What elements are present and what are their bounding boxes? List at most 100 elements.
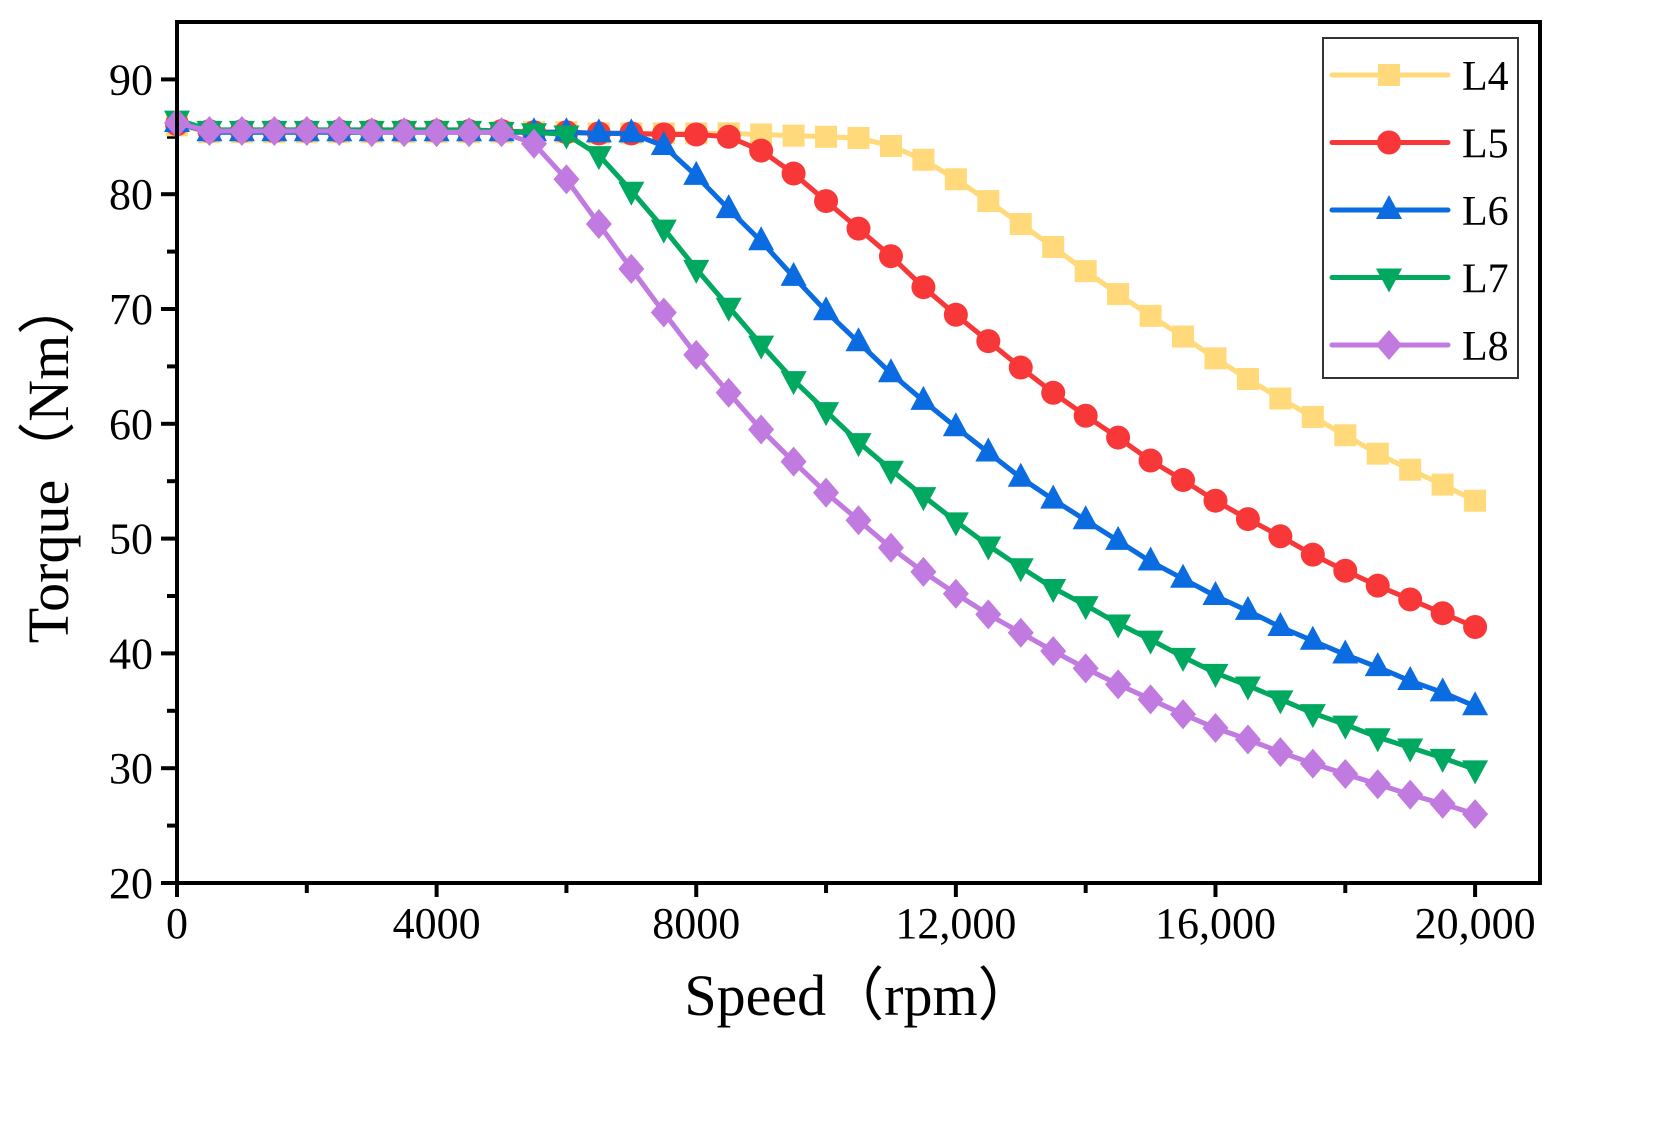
x-axis-title: Speed（rpm） [684, 963, 1035, 1028]
legend-item-L8: L8 [1329, 324, 1509, 370]
diamond-marker [1105, 669, 1132, 700]
triangle-up-marker [715, 194, 742, 219]
triangle-up-marker [748, 226, 775, 251]
circle-marker [943, 302, 968, 327]
triangle-up-marker [1170, 563, 1197, 588]
circle-marker [1073, 403, 1098, 428]
legend-item-L4: L4 [1329, 54, 1509, 100]
circle-marker [846, 216, 871, 241]
y-tick-label: 60 [109, 400, 153, 449]
diamond-marker [488, 117, 515, 148]
triangle-up-marker [1234, 595, 1261, 620]
triangle-up-marker [975, 437, 1002, 462]
triangle-up-marker [650, 130, 677, 155]
triangle-down-marker [1105, 614, 1132, 639]
y-axis-title: Torque（Nm） [16, 277, 81, 643]
triangle-up-marker [1332, 639, 1359, 664]
legend-label: L7 [1462, 257, 1509, 303]
circle-marker [1463, 614, 1488, 639]
square-marker [1139, 304, 1162, 327]
square-marker [1236, 368, 1259, 391]
triangle-up-marker [585, 118, 612, 143]
diamond-marker [391, 117, 418, 148]
diamond-marker [1007, 617, 1034, 648]
diamond-marker [1202, 713, 1229, 744]
triangle-up-marker [845, 327, 872, 352]
triangle-up-marker [813, 296, 840, 321]
x-tick-label: 12,000 [895, 899, 1016, 948]
triangle-down-marker [1364, 728, 1391, 753]
diamond-marker [326, 116, 353, 147]
diamond-marker [261, 116, 288, 147]
triangle-up-marker [1267, 611, 1294, 636]
diamond-marker [942, 578, 969, 609]
triangle-down-marker [1332, 715, 1359, 740]
diamond-marker [845, 505, 872, 536]
series-L8 [164, 108, 1489, 830]
diamond-marker [780, 446, 807, 477]
square-marker [1042, 236, 1065, 259]
triangle-down-marker [650, 219, 677, 244]
triangle-down-marker [1202, 663, 1229, 688]
diamond-marker [910, 556, 937, 587]
circle-marker [1106, 425, 1131, 450]
x-tick-label: 20,000 [1415, 899, 1536, 948]
square-marker [815, 125, 838, 148]
diamond-marker [877, 532, 904, 563]
diamond-marker [293, 116, 320, 147]
y-tick-label: 50 [109, 515, 153, 564]
triangle-up-marker [1040, 484, 1067, 509]
square-marker [1172, 325, 1195, 348]
diamond-marker [683, 339, 710, 370]
circle-marker [1365, 573, 1390, 598]
triangle-down-marker [1376, 268, 1402, 293]
diamond-marker [1364, 769, 1391, 800]
square-marker [977, 190, 1000, 213]
legend-item-L5: L5 [1329, 122, 1509, 168]
x-tick-label: 8000 [652, 899, 740, 948]
circle-marker [1398, 587, 1423, 612]
diamond-marker [715, 377, 742, 408]
triangle-up-marker [1137, 546, 1164, 571]
circle-marker [1138, 448, 1163, 473]
legend-label: L4 [1462, 54, 1509, 100]
circle-marker [749, 138, 774, 163]
triangle-down-marker [813, 402, 840, 427]
triangle-up-marker [1429, 677, 1456, 702]
diamond-marker [1170, 699, 1197, 730]
circle-marker [1171, 468, 1196, 493]
triangle-up-marker [1299, 625, 1326, 650]
triangle-up-marker [1376, 195, 1402, 219]
triangle-down-marker [1072, 596, 1099, 621]
triangle-down-marker [748, 335, 775, 360]
triangle-down-marker [877, 460, 904, 485]
triangle-up-marker [1105, 525, 1132, 550]
legend-item-L7: L7 [1329, 257, 1509, 303]
y-tick-label: 30 [109, 744, 153, 793]
square-marker [847, 126, 870, 149]
triangle-down-marker [1429, 748, 1456, 773]
triangle-down-marker [1234, 676, 1261, 701]
circle-marker [814, 189, 839, 214]
circle-marker [1041, 380, 1066, 405]
diamond-marker [1299, 748, 1326, 779]
circle-marker [1430, 601, 1455, 626]
circle-marker [1268, 524, 1293, 549]
triangle-up-marker [1007, 462, 1034, 487]
triangle-down-marker [1040, 578, 1067, 603]
square-marker [1107, 283, 1130, 306]
y-tick-label: 20 [109, 859, 153, 908]
diamond-marker [1234, 724, 1261, 755]
diamond-marker [553, 164, 580, 195]
diamond-marker [1137, 684, 1164, 715]
triangle-down-marker [1170, 647, 1197, 672]
square-marker [1204, 347, 1227, 370]
y-tick-label: 40 [109, 629, 153, 678]
circle-marker [1333, 558, 1358, 583]
triangle-up-marker [683, 160, 710, 185]
circle-marker [878, 244, 903, 269]
diamond-marker [1267, 737, 1294, 768]
x-tick-label: 0 [166, 899, 188, 948]
legend: L4 L5 L6 L7 L8 [1322, 37, 1519, 379]
